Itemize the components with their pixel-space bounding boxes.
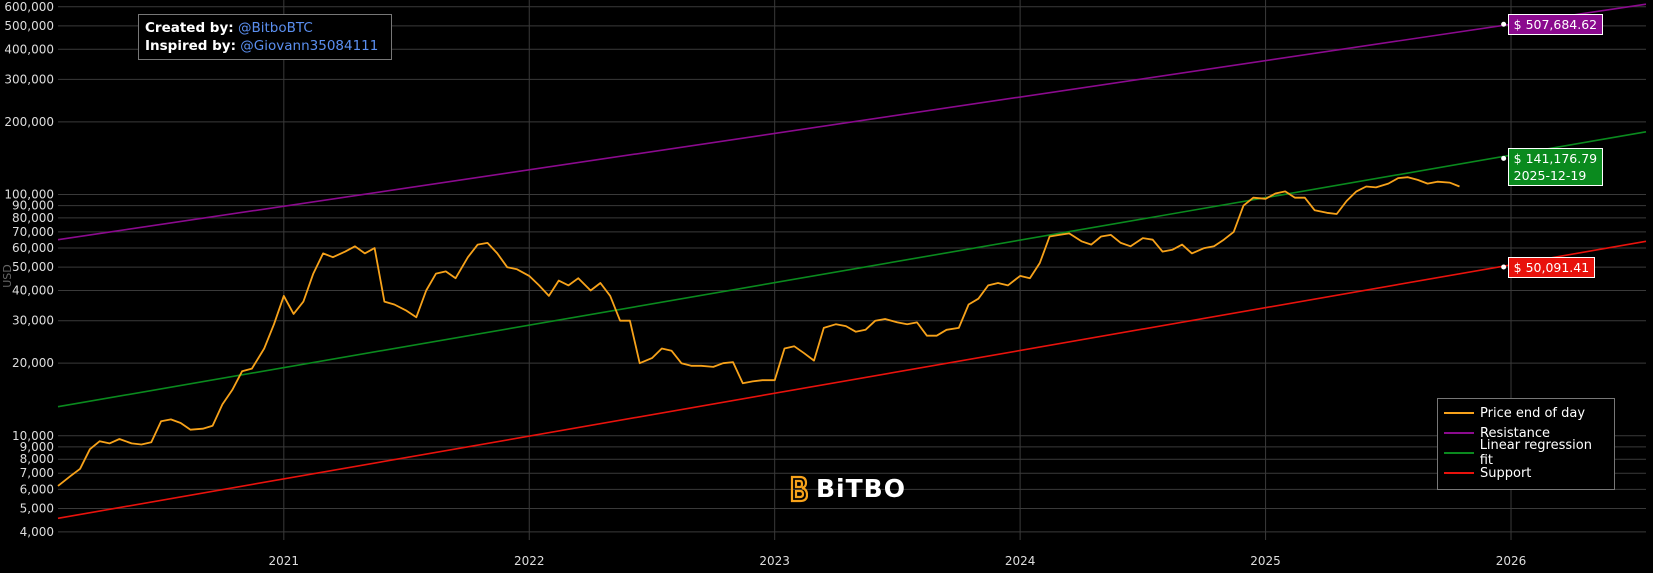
regression-line <box>57 131 1647 408</box>
y-tick-label: 100,000 <box>4 188 54 202</box>
y-tick-label: 60,000 <box>12 241 54 255</box>
y-tick-label: 500,000 <box>4 19 54 33</box>
x-tick-label: 2023 <box>759 554 790 568</box>
legend-item-price[interactable]: Price end of day <box>1444 403 1608 423</box>
bitbo-logo: BiTBO <box>788 474 906 503</box>
inspired-by-label: Inspired by: <box>145 38 236 54</box>
legend-swatch-resistance <box>1444 432 1474 434</box>
support-value-tag: $ 50,091.41 <box>1507 256 1596 278</box>
regression-date: 2025-12-19 <box>1513 168 1587 184</box>
legend-label-resistance: Resistance <box>1480 425 1551 441</box>
legend-swatch-price <box>1444 412 1474 414</box>
created-by-handle[interactable]: @BitboBTC <box>237 20 313 36</box>
y-tick-label: 9,000 <box>20 440 54 454</box>
legend-item-regression[interactable]: Linear regression fit <box>1444 438 1608 468</box>
y-tick-label: 5,000 <box>20 501 54 515</box>
y-tick-label: 400,000 <box>4 42 54 56</box>
created-by-label: Created by: <box>145 20 234 36</box>
legend-label-price: Price end of day <box>1480 405 1586 421</box>
resistance-value: $ 507,684.62 <box>1513 17 1598 33</box>
annotation-marker <box>1501 155 1507 161</box>
x-tick-label: 2025 <box>1250 554 1281 568</box>
legend-label-regression: Linear regression fit <box>1479 438 1592 468</box>
legend-label-support: Support <box>1480 465 1532 481</box>
resistance-value-tag: $ 507,684.62 <box>1507 14 1604 36</box>
annotation-marker <box>1501 264 1507 270</box>
y-tick-label: 7,000 <box>20 466 54 480</box>
legend-item-support[interactable]: Support <box>1444 463 1608 483</box>
x-tick-label: 2021 <box>269 554 300 568</box>
regression-value: $ 141,176.79 <box>1513 151 1598 167</box>
resistance-line <box>57 3 1647 241</box>
bitbo-logo-icon <box>790 475 808 502</box>
y-tick-label: 70,000 <box>12 225 54 239</box>
legend-item-resistance[interactable]: Resistance <box>1444 423 1608 443</box>
y-tick-label: 40,000 <box>12 284 54 298</box>
y-tick-label: 90,000 <box>12 199 54 213</box>
y-tick-label: 10,000 <box>12 429 54 443</box>
inspired-by-handle[interactable]: @Giovann35084111 <box>240 38 379 54</box>
chart-legend: Price end of day Resistance Linear regre… <box>1437 398 1615 490</box>
y-tick-label: 20,000 <box>12 356 54 370</box>
y-tick-label: 8,000 <box>20 452 54 466</box>
x-axis-ticks: 2021 2022 2023 2024 2025 2026 <box>269 554 1527 568</box>
annotation-marker <box>1501 21 1507 27</box>
y-tick-label: 300,000 <box>4 72 54 86</box>
bitbo-logo-text: BiTBO <box>816 474 906 503</box>
y-tick-label: 80,000 <box>12 211 54 225</box>
chart-series <box>57 3 1647 520</box>
y-tick-label: 50,000 <box>12 260 54 274</box>
y-tick-label: 200,000 <box>4 115 54 129</box>
price-line <box>57 176 1460 487</box>
y-tick-label: 4,000 <box>20 525 54 539</box>
legend-swatch-regression <box>1444 452 1474 454</box>
y-tick-label: 30,000 <box>12 314 54 328</box>
legend-swatch-support <box>1444 472 1474 474</box>
support-line <box>57 240 1647 520</box>
support-value: $ 50,091.41 <box>1513 259 1590 275</box>
x-tick-label: 2024 <box>1005 554 1036 568</box>
y-tick-label: 6,000 <box>20 482 54 496</box>
y-tick-label: 600,000 <box>4 0 54 14</box>
x-tick-label: 2022 <box>514 554 545 568</box>
regression-value-tag: $ 141,176.79 2025-12-19 <box>1507 148 1604 187</box>
credits-box: Created by: @BitboBTC Inspired by: @Giov… <box>138 14 392 60</box>
chart-grid <box>58 0 1646 540</box>
x-tick-label: 2026 <box>1496 554 1527 568</box>
y-axis-label: USD <box>1 264 14 288</box>
